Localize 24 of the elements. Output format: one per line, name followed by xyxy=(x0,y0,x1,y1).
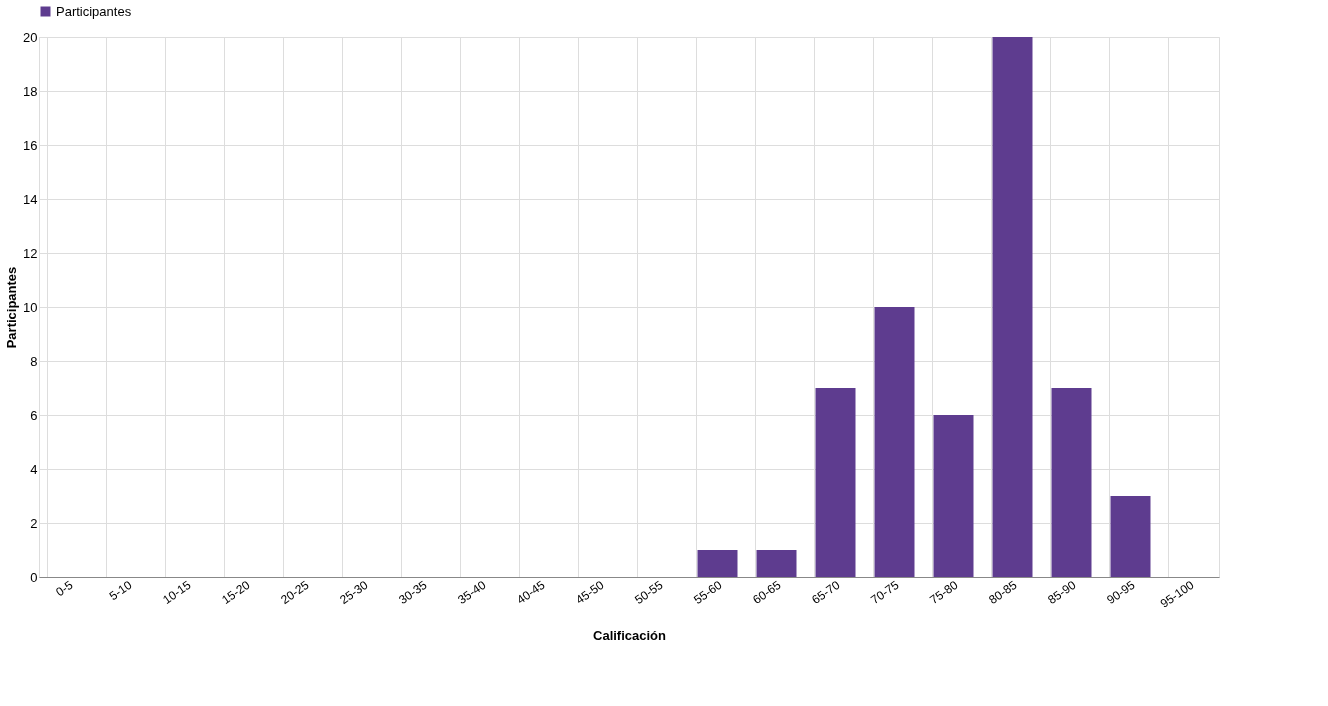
bar xyxy=(1051,388,1092,577)
y-tick-label: 4 xyxy=(30,461,38,477)
x-axis-title: Calificación xyxy=(593,627,667,643)
y-tick-label: 16 xyxy=(23,137,38,153)
y-tick-label: 8 xyxy=(30,353,38,369)
y-tick-label: 14 xyxy=(23,191,38,207)
y-tick-label: 6 xyxy=(30,407,38,423)
bar xyxy=(1110,496,1151,577)
bar xyxy=(874,307,915,577)
bar xyxy=(992,37,1033,577)
bar xyxy=(933,415,974,577)
x-tick-label: 0-5 xyxy=(53,577,76,600)
y-tick-label: 12 xyxy=(23,245,38,261)
y-tick-label: 0 xyxy=(30,569,38,585)
y-axis-title: Participantes xyxy=(4,266,20,349)
y-tick-label: 2 xyxy=(30,515,38,531)
y-tick-label: 18 xyxy=(23,83,38,99)
bar xyxy=(697,550,738,577)
y-tick-label: 20 xyxy=(23,29,38,45)
x-tick-label: 5-10 xyxy=(106,577,135,604)
bar xyxy=(756,550,797,577)
legend-label: Participantes xyxy=(56,3,132,19)
bar xyxy=(815,388,856,577)
y-tick-label: 10 xyxy=(23,299,38,315)
